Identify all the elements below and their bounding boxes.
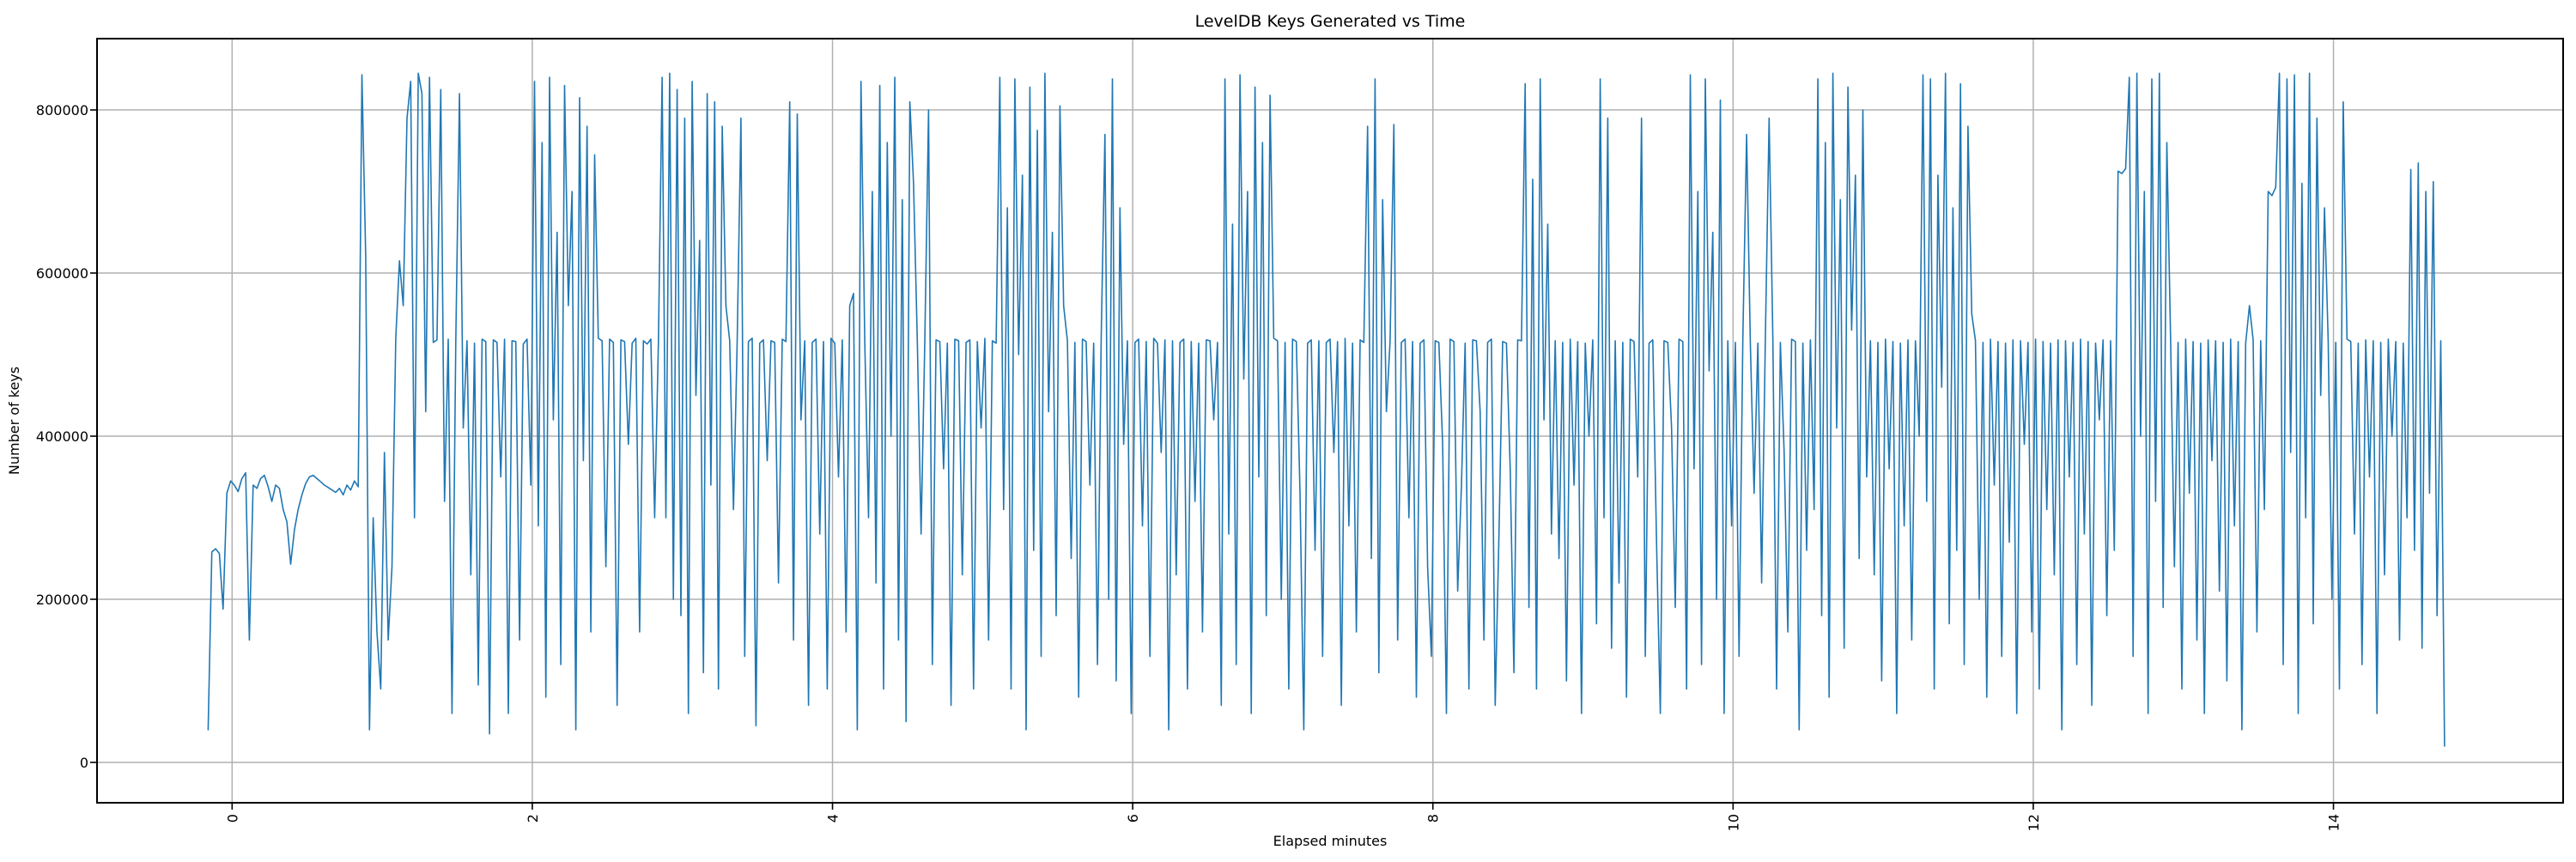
plot-frame: [96, 38, 2564, 804]
data-series-line: [207, 72, 2445, 747]
y-tick-label: 400000: [36, 428, 88, 445]
x-tick-label: 0: [224, 814, 240, 823]
x-tick-label: 6: [1125, 814, 1141, 823]
x-tick-label: 14: [2326, 814, 2342, 831]
x-tick-label: 4: [825, 814, 841, 823]
x-axis-label: Elapsed minutes: [1273, 833, 1388, 849]
grid-layer: [97, 39, 2563, 803]
x-tick-label: 2: [525, 814, 541, 823]
x-tick-label: 8: [1425, 814, 1442, 823]
y-tick-label: 0: [80, 755, 88, 771]
tick-layer: 0 2 4 6 8 10 12 14 0 200000 400000 600000 800000: [36, 102, 2342, 831]
y-tick-label: 600000: [36, 265, 88, 282]
chart-title: LevelDB Keys Generated vs Time: [1195, 12, 1466, 31]
y-axis-label: Number of keys: [6, 367, 22, 475]
y-tick-label: 800000: [36, 102, 88, 118]
x-tick-label: 10: [1725, 814, 1741, 831]
x-tick-label: 12: [2026, 814, 2042, 831]
y-tick-label: 200000: [36, 592, 88, 608]
series-layer: [207, 72, 2445, 747]
